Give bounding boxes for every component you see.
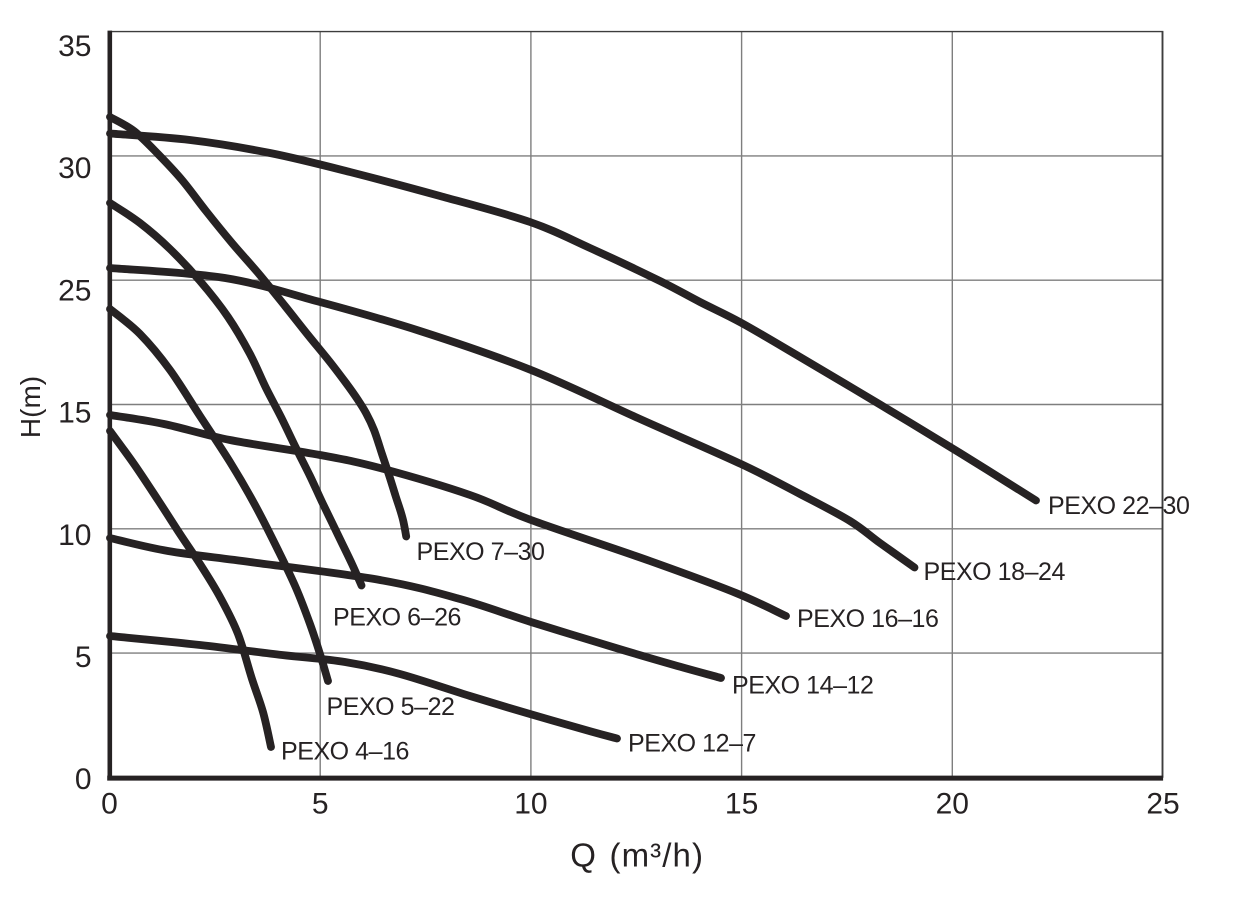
svg-text:10: 10 <box>514 788 547 821</box>
svg-text:30: 30 <box>58 152 91 185</box>
svg-text:PEXO 6–26: PEXO 6–26 <box>333 604 461 632</box>
svg-text:PEXO 4–16: PEXO 4–16 <box>281 738 409 766</box>
svg-text:25: 25 <box>58 274 91 307</box>
svg-text:PEXO 14–12: PEXO 14–12 <box>732 672 873 700</box>
svg-text:PEXO 18–24: PEXO 18–24 <box>924 558 1066 586</box>
svg-text:PEXO 16–16: PEXO 16–16 <box>797 605 938 633</box>
svg-text:15: 15 <box>725 788 758 821</box>
svg-text:PEXO 22–30: PEXO 22–30 <box>1048 492 1189 520</box>
svg-text:10: 10 <box>58 519 91 552</box>
svg-text:Q: Q <box>570 836 596 873</box>
svg-text:0: 0 <box>101 788 118 821</box>
svg-text:25: 25 <box>1146 788 1179 821</box>
svg-text:5: 5 <box>312 788 329 821</box>
svg-text:PEXO 12–7: PEXO 12–7 <box>628 730 756 758</box>
svg-text:20: 20 <box>936 788 969 821</box>
svg-text:35: 35 <box>58 30 91 63</box>
svg-text:15: 15 <box>58 397 91 430</box>
svg-text:PEXO 7–30: PEXO 7–30 <box>417 538 545 566</box>
svg-text:5: 5 <box>75 641 92 674</box>
svg-text:(m³/h): (m³/h) <box>610 836 705 873</box>
svg-text:PEXO 5–22: PEXO 5–22 <box>327 693 455 721</box>
svg-text:H(m): H(m) <box>15 376 46 438</box>
svg-text:0: 0 <box>75 763 92 796</box>
